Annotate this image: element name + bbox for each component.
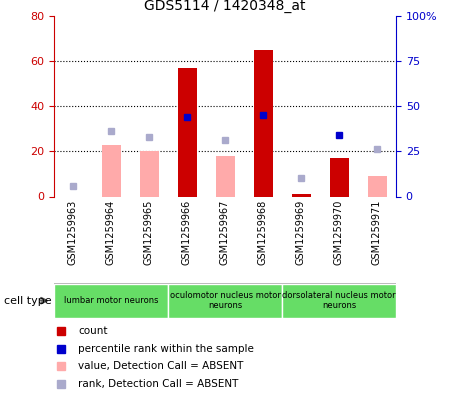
Text: oculomotor nucleus motor
neurons: oculomotor nucleus motor neurons xyxy=(170,291,280,310)
Text: cell type: cell type xyxy=(4,296,52,306)
Text: GSM1259965: GSM1259965 xyxy=(144,200,154,265)
Text: GSM1259970: GSM1259970 xyxy=(334,200,344,265)
Text: value, Detection Call = ABSENT: value, Detection Call = ABSENT xyxy=(78,362,243,371)
Text: GSM1259964: GSM1259964 xyxy=(106,200,116,265)
Text: GSM1259966: GSM1259966 xyxy=(182,200,192,265)
Bar xyxy=(177,68,197,196)
Bar xyxy=(168,284,282,318)
Bar xyxy=(102,145,121,196)
Text: GSM1259969: GSM1259969 xyxy=(296,200,306,265)
Bar xyxy=(253,50,273,196)
Text: lumbar motor neurons: lumbar motor neurons xyxy=(64,296,158,305)
Text: rank, Detection Call = ABSENT: rank, Detection Call = ABSENT xyxy=(78,379,238,389)
Bar xyxy=(54,284,168,318)
Text: count: count xyxy=(78,326,108,336)
Title: GDS5114 / 1420348_at: GDS5114 / 1420348_at xyxy=(144,0,306,13)
Bar xyxy=(216,156,234,196)
Bar xyxy=(140,151,158,196)
Text: percentile rank within the sample: percentile rank within the sample xyxy=(78,344,254,354)
Text: dorsolateral nucleus motor
neurons: dorsolateral nucleus motor neurons xyxy=(282,291,396,310)
Bar xyxy=(368,176,387,196)
Text: GSM1259963: GSM1259963 xyxy=(68,200,78,265)
Bar xyxy=(292,194,310,196)
Text: GSM1259967: GSM1259967 xyxy=(220,200,230,265)
Text: GSM1259968: GSM1259968 xyxy=(258,200,268,265)
Text: GSM1259971: GSM1259971 xyxy=(372,200,382,265)
Bar xyxy=(329,158,348,196)
Bar xyxy=(282,284,396,318)
